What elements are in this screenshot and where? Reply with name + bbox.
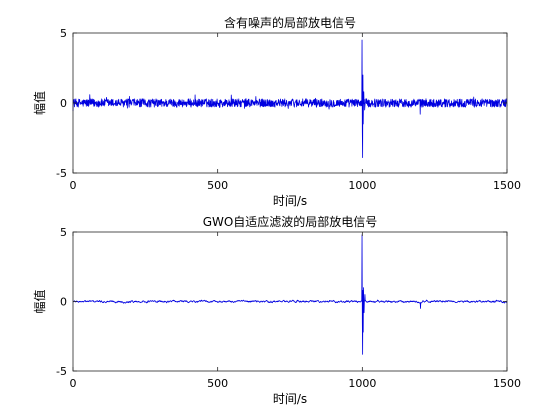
- x-tick-label: 1000: [348, 179, 376, 192]
- x-tick-label: 0: [70, 377, 77, 390]
- x-tick-label: 0: [70, 179, 77, 192]
- x-tick-label: 1000: [348, 377, 376, 390]
- y-tick-label: 5: [60, 27, 67, 40]
- x-tick-label: 1500: [493, 377, 521, 390]
- x-axis-label: 时间/s: [273, 194, 307, 208]
- signal-trace: [72, 234, 508, 355]
- x-axis-label: 时间/s: [273, 392, 307, 406]
- y-tick-label: 0: [60, 296, 67, 309]
- y-tick-label: -5: [56, 167, 67, 180]
- chart-title: 含有噪声的局部放电信号: [224, 15, 356, 30]
- y-axis-label: 幅值: [32, 289, 47, 313]
- y-axis-label: 幅值: [32, 91, 47, 115]
- chart-title: GWO自适应滤波的局部放电信号: [203, 214, 378, 229]
- x-tick-label: 500: [207, 179, 228, 192]
- y-tick-label: -5: [56, 365, 67, 378]
- signal-trace: [72, 39, 508, 159]
- x-tick-label: 1500: [493, 179, 521, 192]
- y-tick-label: 0: [60, 97, 67, 110]
- y-tick-label: 5: [60, 226, 67, 239]
- x-tick-label: 500: [207, 377, 228, 390]
